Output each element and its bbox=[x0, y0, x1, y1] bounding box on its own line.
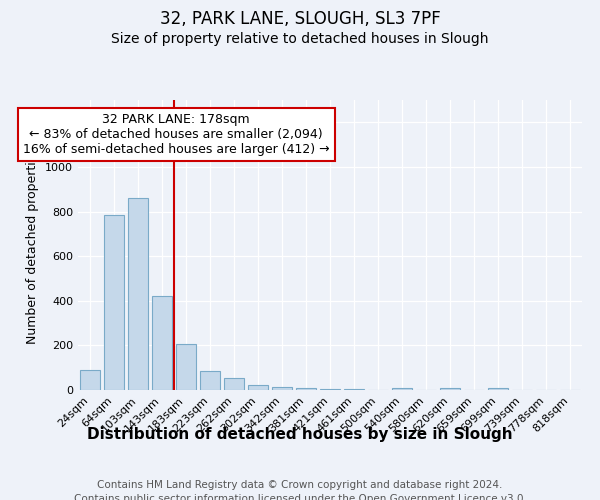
Text: Distribution of detached houses by size in Slough: Distribution of detached houses by size … bbox=[87, 428, 513, 442]
Bar bbox=[224, 378, 244, 390]
Y-axis label: Number of detached properties: Number of detached properties bbox=[26, 146, 40, 344]
Bar bbox=[80, 370, 100, 390]
Bar bbox=[248, 385, 268, 390]
Text: 32 PARK LANE: 178sqm
← 83% of detached houses are smaller (2,094)
16% of semi-de: 32 PARK LANE: 178sqm ← 83% of detached h… bbox=[23, 114, 329, 156]
Text: Contains HM Land Registry data © Crown copyright and database right 2024.
Contai: Contains HM Land Registry data © Crown c… bbox=[74, 480, 526, 500]
Bar bbox=[320, 389, 340, 390]
Text: 32, PARK LANE, SLOUGH, SL3 7PF: 32, PARK LANE, SLOUGH, SL3 7PF bbox=[160, 10, 440, 28]
Bar bbox=[176, 344, 196, 390]
Bar bbox=[104, 215, 124, 390]
Bar bbox=[296, 388, 316, 390]
Bar bbox=[272, 388, 292, 390]
Text: Size of property relative to detached houses in Slough: Size of property relative to detached ho… bbox=[111, 32, 489, 46]
Bar bbox=[128, 198, 148, 390]
Bar bbox=[344, 389, 364, 390]
Bar bbox=[488, 388, 508, 390]
Bar bbox=[392, 388, 412, 390]
Bar bbox=[152, 296, 172, 390]
Bar bbox=[440, 388, 460, 390]
Bar bbox=[200, 371, 220, 390]
